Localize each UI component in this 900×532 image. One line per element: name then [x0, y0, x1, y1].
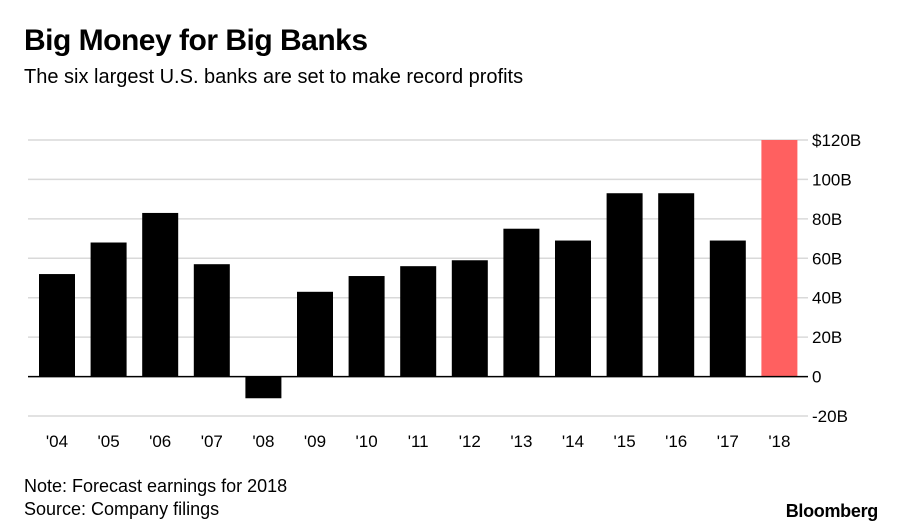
- x-tick-label: '18: [768, 432, 790, 451]
- y-tick-label: 60B: [812, 249, 842, 268]
- bar: [451, 260, 488, 377]
- source-text: Source: Company filings: [24, 499, 220, 519]
- chart-subtitle: The six largest U.S. banks are set to ma…: [24, 66, 524, 88]
- bars: [39, 140, 798, 399]
- bar: [142, 212, 179, 377]
- chart-title: Big Money for Big Banks: [24, 24, 368, 57]
- x-tick-label: '04: [46, 432, 68, 451]
- bar: [90, 242, 127, 377]
- x-tick-label: '11: [408, 432, 429, 451]
- x-tick-label: '06: [149, 432, 171, 451]
- bar: [348, 276, 385, 377]
- bar: [709, 240, 746, 377]
- x-tick-label: '12: [459, 432, 481, 451]
- x-tick-label: '09: [304, 432, 326, 451]
- bar: [297, 291, 333, 377]
- bar: [658, 193, 695, 377]
- x-tick-label: '16: [665, 432, 687, 451]
- y-tick-labels: -20B 0 20B 40B 60B 80B 100B $120B: [812, 131, 861, 426]
- note-text: Note: Forecast earnings for 2018: [24, 476, 288, 496]
- bar: [193, 264, 230, 377]
- y-tick-label: 20B: [812, 328, 842, 347]
- x-tick-label: '05: [98, 432, 120, 451]
- x-tick-label: '14: [562, 432, 584, 451]
- x-tick-label: '17: [717, 432, 739, 451]
- y-tick-label: 100B: [812, 170, 852, 189]
- y-tick-label: $120B: [812, 131, 861, 150]
- bar: [503, 228, 540, 377]
- x-tick-label: '15: [614, 432, 636, 451]
- x-tick-labels: '04 '05 '06 '07 '08 '09 '10 '11 '12 '13 '14 '15 '16 '…: [46, 432, 791, 451]
- x-tick-label: '10: [356, 432, 378, 451]
- bar: [245, 376, 282, 399]
- y-tick-label: 0: [812, 368, 821, 387]
- bar-forecast: [761, 140, 798, 377]
- x-tick-label: '08: [252, 432, 274, 451]
- bloomberg-logo: Bloomberg: [785, 501, 879, 521]
- bar: [606, 193, 643, 377]
- bar: [555, 240, 591, 377]
- x-tick-label: '07: [201, 432, 223, 451]
- bar: [39, 274, 75, 377]
- y-tick-label: 80B: [812, 210, 842, 229]
- x-tick-label: '13: [510, 432, 532, 451]
- bar: [400, 266, 437, 377]
- y-tick-label: 40B: [812, 289, 842, 308]
- y-tick-label: -20B: [812, 407, 848, 426]
